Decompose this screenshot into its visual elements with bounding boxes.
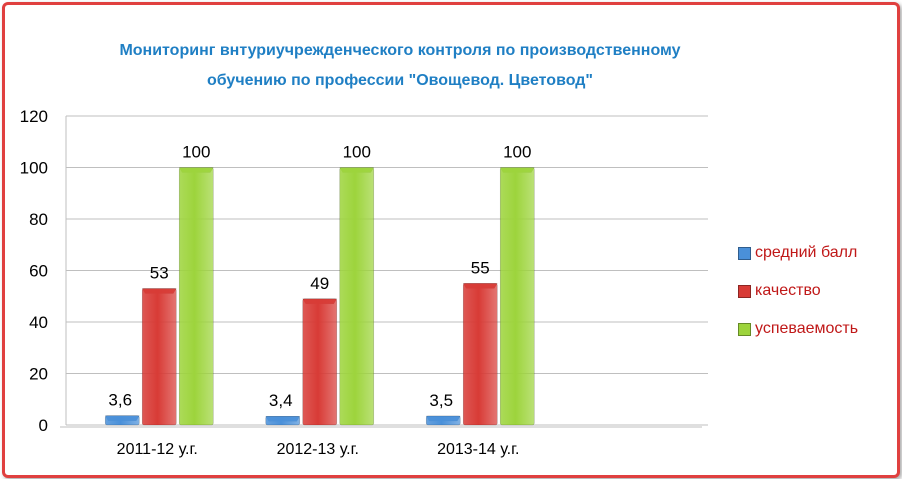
legend-swatch-progress [738, 322, 751, 336]
legend-item-avg-score: средний балл [738, 234, 858, 272]
bar [499, 167, 535, 426]
bar [141, 288, 177, 426]
legend-label-avg-score: средний балл [755, 244, 858, 261]
data-label: 3,4 [269, 391, 293, 410]
bar [302, 298, 338, 426]
bar [462, 283, 498, 426]
legend-swatch-quality [738, 284, 751, 298]
data-label: 49 [310, 274, 329, 293]
legend-swatch-avg-score [738, 246, 751, 260]
y-tick-label: 20 [29, 365, 48, 384]
data-label: 55 [471, 258, 490, 277]
legend-item-progress: успеваемость [738, 310, 858, 348]
x-tick-label: 2012-13 у.г. [277, 441, 359, 458]
bar [104, 415, 140, 426]
data-label: 3,5 [429, 391, 453, 410]
chart-title: Мониторинг внтуриучрежденческого контрол… [90, 36, 710, 96]
bar [425, 415, 461, 426]
bar [265, 415, 301, 426]
data-label: 3,6 [108, 391, 132, 410]
x-tick-label: 2011-12 у.г. [117, 441, 198, 458]
data-label: 100 [503, 143, 531, 162]
chart-title-line-2: обучению по профессии "Овощевод. Цветово… [206, 72, 593, 89]
bar [339, 167, 375, 426]
data-label: 100 [182, 143, 210, 162]
legend-item-quality: качество [738, 272, 858, 310]
y-tick-label: 80 [29, 210, 48, 229]
x-tick-label: 2013-14 у.г. [437, 441, 519, 458]
legend-label-quality: качество [755, 282, 821, 299]
y-tick-label: 0 [39, 416, 48, 435]
legend-label-progress: успеваемость [755, 320, 859, 337]
y-tick-label: 120 [20, 107, 48, 126]
bar [178, 167, 214, 426]
chart-title-line-1: Мониторинг внтуриучрежденческого контрол… [119, 42, 681, 59]
y-tick-label: 40 [29, 313, 48, 332]
y-tick-label: 60 [29, 262, 48, 281]
data-label: 53 [150, 264, 169, 283]
y-tick-label: 100 [20, 159, 48, 178]
chart-legend: средний балл качество успеваемость [738, 234, 858, 348]
data-label: 100 [343, 143, 371, 162]
